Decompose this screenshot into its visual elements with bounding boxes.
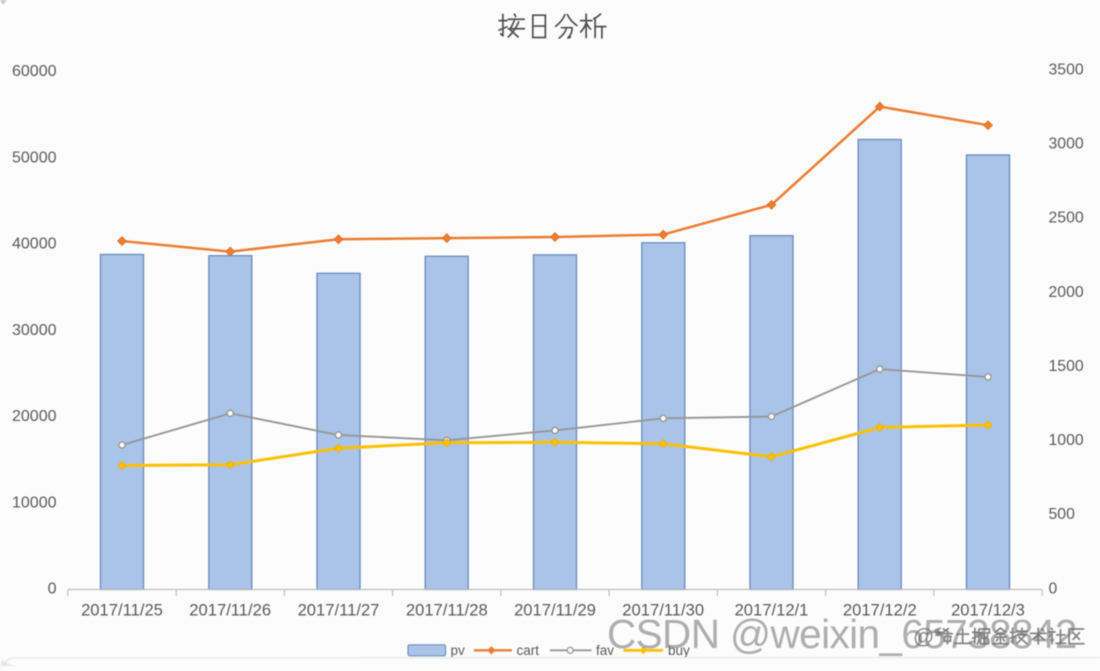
svg-text:3000: 3000 [1049, 136, 1084, 153]
svg-text:2000: 2000 [1049, 284, 1084, 301]
svg-text:30000: 30000 [12, 322, 57, 339]
svg-text:0: 0 [48, 581, 57, 598]
svg-text:3500: 3500 [1049, 62, 1084, 79]
svg-text:2017/12/1: 2017/12/1 [735, 601, 809, 620]
svg-text:cart: cart [517, 643, 540, 658]
svg-text:10000: 10000 [12, 494, 57, 511]
svg-text:0: 0 [1049, 580, 1058, 597]
svg-text:buy: buy [668, 643, 690, 658]
svg-text:2500: 2500 [1049, 210, 1084, 227]
svg-text:@: @ [913, 626, 934, 649]
svg-text:CSDN @weixin_65738842: CSDN @weixin_65738842 [607, 611, 1077, 657]
svg-text:1500: 1500 [1049, 358, 1084, 375]
svg-text:2017/11/25: 2017/11/25 [81, 601, 163, 620]
svg-text:2017/12/2: 2017/12/2 [843, 601, 917, 620]
svg-text:2017/12/3: 2017/12/3 [951, 601, 1025, 620]
svg-text:pv: pv [451, 643, 466, 658]
svg-text:2017/11/29: 2017/11/29 [514, 601, 596, 620]
svg-text:2017/11/27: 2017/11/27 [298, 601, 380, 620]
svg-text:2017/11/30: 2017/11/30 [622, 601, 704, 620]
svg-text:2017/11/28: 2017/11/28 [406, 601, 488, 620]
svg-text:2017/11/26: 2017/11/26 [189, 601, 271, 620]
svg-text:50000: 50000 [12, 149, 57, 166]
svg-text:20000: 20000 [12, 408, 57, 425]
svg-text:fav: fav [596, 643, 614, 658]
svg-text:60000: 60000 [12, 63, 57, 80]
svg-text:1000: 1000 [1049, 432, 1084, 449]
svg-text:500: 500 [1049, 506, 1076, 523]
svg-text:40000: 40000 [12, 236, 57, 253]
